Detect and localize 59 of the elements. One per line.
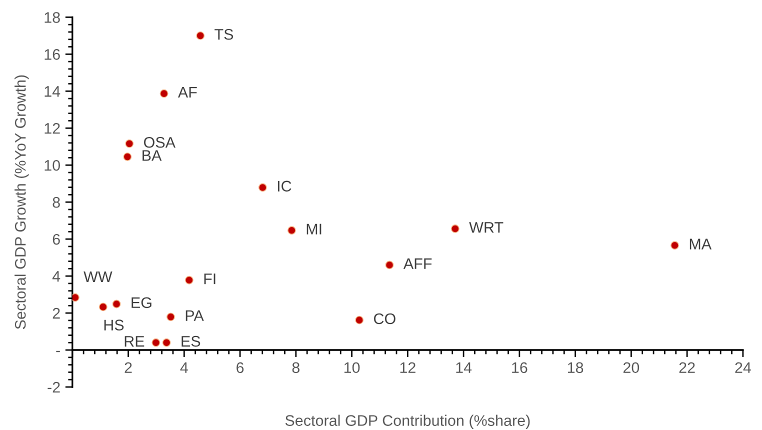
annotation: WRT [469,222,504,233]
point [98,302,108,312]
x-tick-label: 6 [236,362,244,374]
point [196,31,205,40]
y-tick-label: 4 [52,271,60,282]
point [184,276,194,284]
annotation: PA [186,310,204,321]
annotation: ES [182,336,200,347]
annotation: AFF [403,258,432,269]
point [385,260,394,270]
x-tick-label: 2 [124,362,132,373]
y-tick-label: 14 [44,86,60,97]
annotation: FI [204,274,216,284]
annotation: BA [142,150,162,161]
point [287,226,296,235]
x-tick-label: 10 [344,362,360,374]
x-tick-label: 18 [568,362,584,374]
x-tick-label: 8 [292,362,300,374]
x-tick-label: 24 [735,362,751,373]
annotation: AF [178,87,197,98]
annotation: MA [690,238,712,250]
point [166,312,175,322]
point [125,139,134,148]
x-tick-label: 22 [679,362,695,373]
x-tick-label: 16 [512,362,528,374]
y-axis-title: Sectoral GDP Growth (%YoY Growth) [14,75,29,330]
point [152,338,160,347]
y-tick-label: 12 [44,123,60,134]
annotation: WW [84,272,112,282]
y-tick-label: - [56,350,60,352]
annotation: EG [132,297,152,308]
annotation: OSA [144,136,176,148]
point [355,316,364,324]
y-tick-label: -2 [48,382,60,393]
point [160,89,168,98]
point [162,338,171,347]
y-tick-label: 16 [44,49,60,60]
x-tick-label: 12 [400,362,416,373]
point [123,152,132,162]
point [72,293,80,302]
y-tick-label: 6 [52,234,60,245]
point [670,241,679,250]
annotation: HS [104,320,124,330]
y-tick-label: 8 [52,196,60,208]
annotation: TS [214,28,234,40]
point [258,183,267,192]
x-axis-title: Sectoral GDP Contribution (%share) [285,414,530,429]
x-tick-label: 4 [180,362,188,373]
y-tick-label: 18 [44,12,60,23]
y-tick-label: 2 [52,308,60,319]
annotation: CO [374,313,396,324]
x-tick-label: 14 [456,362,472,373]
annotation: MI [306,224,322,234]
x-tick-label: 20 [623,362,640,374]
point [450,224,460,233]
point [112,300,121,308]
y-tick-label: 10 [44,160,60,171]
annotation: RE [124,336,144,347]
annotation: IC [278,180,292,192]
